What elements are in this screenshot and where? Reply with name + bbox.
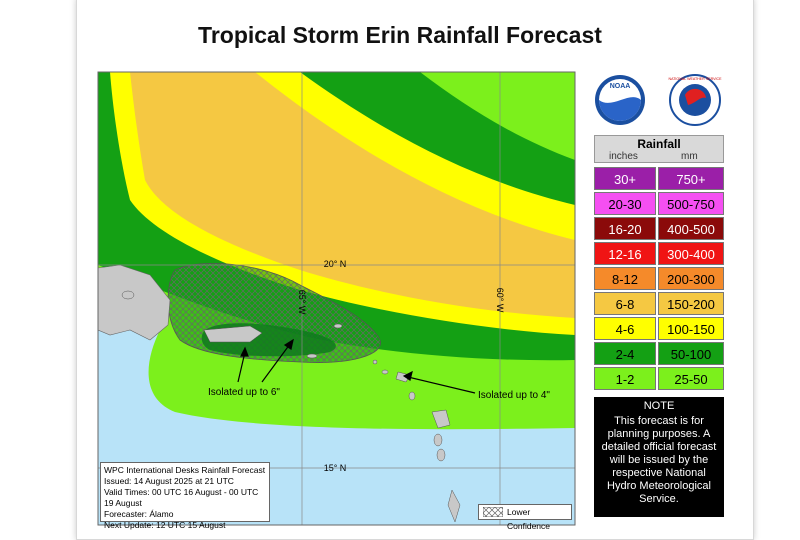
legend-row: 30+ 750+	[594, 167, 724, 190]
hatch-swatch	[483, 507, 503, 517]
lon-label: 60° W	[495, 288, 505, 313]
annotation: Isolated up to 6"	[208, 387, 280, 398]
arrows	[237, 338, 476, 394]
legend-unit: mm	[681, 151, 698, 162]
legend-unit: inches	[609, 151, 638, 162]
map-border	[97, 71, 576, 526]
legend-mm: 300-400	[658, 242, 724, 265]
legend-mm: 200-300	[658, 267, 724, 290]
info-line: Next Update: 12 UTC 15 August	[104, 520, 226, 530]
islands	[121, 290, 461, 523]
logo-text: NOAA	[610, 83, 631, 90]
legend-title: Rainfall	[637, 137, 681, 151]
lower-confidence-key: Lower Confidence	[478, 504, 572, 531]
lat-label: 15° N	[324, 463, 347, 473]
lon-label: 65° W	[297, 290, 307, 315]
legend-inches: 20-30	[594, 192, 656, 215]
lat-label: 20° N	[324, 259, 347, 269]
noaa-logo: NOAA	[595, 75, 645, 125]
band-6-8	[130, 72, 575, 318]
legend-mm: 50-100	[658, 342, 724, 365]
legend-inches: 6-8	[594, 292, 656, 315]
legend-inches: 1-2	[594, 367, 656, 390]
legend-row: 16-20 400-500	[594, 217, 724, 240]
info-line: Forecaster: Álamo	[104, 509, 174, 519]
legend-row: 6-8 150-200	[594, 292, 724, 315]
legend-mm: 150-200	[658, 292, 724, 315]
note-title: NOTE	[643, 400, 675, 412]
info-line: WPC International Desks Rainfall Forecas…	[104, 465, 266, 475]
legend-mm: 750+	[658, 167, 724, 190]
legend-inches: 30+	[594, 167, 656, 190]
info-box: WPC International Desks Rainfall Forecas…	[100, 462, 270, 530]
legend-inches: 2-4	[594, 342, 656, 365]
legend-row: 12-16 300-400	[594, 242, 724, 265]
nws-logo: NATIONAL WEATHER SERVICE	[669, 74, 723, 126]
annotation: Isolated up to 4"	[478, 390, 550, 401]
key-label: Lower Confidence	[507, 507, 551, 531]
legend-header: Rainfall inches mm	[594, 135, 724, 163]
puerto-rico	[203, 325, 263, 343]
legend-inches: 4-6	[594, 317, 656, 340]
hispaniola	[98, 264, 171, 341]
legend-inches: 12-16	[594, 242, 656, 265]
legend-mm: 25-50	[658, 367, 724, 390]
info-line: Valid Times: 00 UTC 16 August - 00 UTC 1…	[104, 487, 259, 508]
legend-mm: 500-750	[658, 192, 724, 215]
legend-mm: 400-500	[658, 217, 724, 240]
legend-inches: 16-20	[594, 217, 656, 240]
logo-text: NATIONAL WEATHER SERVICE	[669, 77, 723, 81]
note-box: NOTE This forecast is for planning purpo…	[594, 397, 724, 517]
legend-row: 4-6 100-150	[594, 317, 724, 340]
legend-row: 1-2 25-50	[594, 367, 724, 390]
legend-row: 8-12 200-300	[594, 267, 724, 290]
info-line: Issued: 14 August 2025 at 21 UTC	[104, 476, 234, 486]
legend-row: 20-30 500-750	[594, 192, 724, 215]
legend-inches: 8-12	[594, 267, 656, 290]
note-text: This forecast is for planning purposes. …	[601, 415, 717, 505]
title: Tropical Storm Erin Rainfall Forecast	[198, 22, 602, 48]
legend-mm: 100-150	[658, 317, 724, 340]
legend-row: 2-4 50-100	[594, 342, 724, 365]
